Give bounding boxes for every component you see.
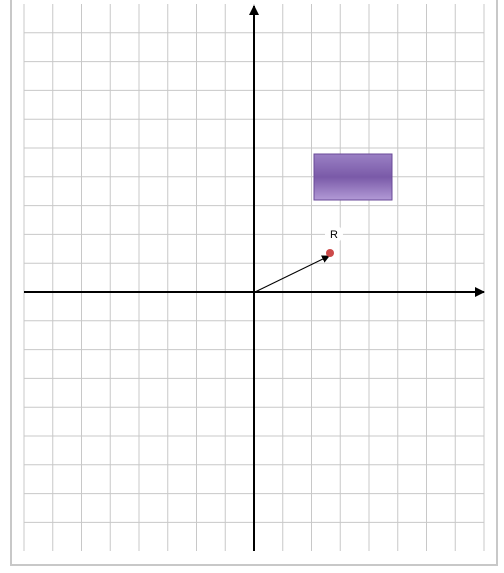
label-background [325,225,343,243]
position-vector [254,255,330,293]
purple-rectangle[interactable] [313,153,393,201]
point-r-label: R [330,229,338,241]
point-r-marker[interactable] [326,249,334,257]
